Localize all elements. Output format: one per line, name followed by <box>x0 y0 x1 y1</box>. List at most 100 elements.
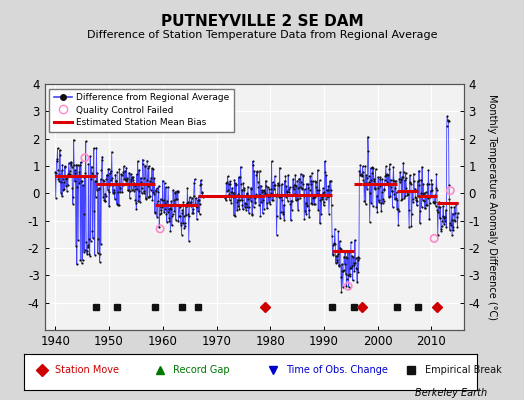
Point <box>185 194 194 200</box>
Point <box>433 187 441 194</box>
Point <box>288 206 296 213</box>
Point <box>156 226 165 232</box>
Point <box>265 186 274 192</box>
Point <box>282 188 291 194</box>
Point <box>111 172 119 178</box>
Point <box>381 177 389 183</box>
Point <box>280 178 289 184</box>
Point <box>78 260 86 266</box>
Point <box>342 282 351 289</box>
Point <box>134 158 142 164</box>
Point <box>104 166 113 172</box>
Point <box>420 198 429 204</box>
Point <box>304 185 312 191</box>
Point <box>150 191 158 197</box>
Point <box>265 198 273 205</box>
Point <box>54 167 62 173</box>
Point <box>345 249 353 255</box>
Point <box>70 136 78 143</box>
Point <box>110 187 118 193</box>
Point <box>172 196 180 202</box>
Point <box>107 149 116 155</box>
Legend: Difference from Regional Average, Quality Control Failed, Estimated Station Mean: Difference from Regional Average, Qualit… <box>49 88 234 132</box>
Point <box>311 194 319 200</box>
Point <box>369 176 378 182</box>
Point <box>96 250 104 257</box>
Point <box>116 180 125 187</box>
Point <box>242 206 250 213</box>
Point <box>325 193 334 199</box>
Point <box>166 228 174 234</box>
Point <box>301 200 310 206</box>
Point <box>115 166 124 172</box>
Point <box>92 178 100 184</box>
Point <box>334 251 342 257</box>
Point <box>450 216 458 223</box>
Point <box>169 187 177 193</box>
Point <box>398 196 407 202</box>
Point <box>344 271 352 278</box>
Point <box>162 210 170 217</box>
Point <box>452 200 461 206</box>
Point <box>60 186 69 192</box>
Point <box>310 194 319 200</box>
Point <box>441 213 449 220</box>
Point <box>328 233 336 239</box>
Point <box>198 189 206 195</box>
Point <box>114 182 123 188</box>
Point <box>222 180 231 186</box>
Point <box>188 210 196 217</box>
Point <box>122 164 130 171</box>
Point <box>270 182 278 188</box>
Point <box>276 194 285 200</box>
Point <box>51 194 60 201</box>
Point <box>281 191 289 198</box>
Point <box>436 214 444 221</box>
Point <box>175 202 183 208</box>
Point <box>390 196 399 203</box>
Point <box>450 204 458 210</box>
Point <box>59 186 68 193</box>
Point <box>410 178 418 184</box>
Point <box>421 204 429 211</box>
Point <box>61 176 70 182</box>
Point <box>366 190 374 196</box>
Point <box>90 145 98 152</box>
Point <box>446 227 454 233</box>
Point <box>448 232 456 238</box>
Point <box>276 214 285 221</box>
Point <box>319 185 328 191</box>
Point <box>415 168 423 174</box>
Point <box>248 212 257 218</box>
Point <box>447 216 456 223</box>
Point <box>429 198 438 205</box>
Point <box>426 193 434 200</box>
Point <box>227 189 236 196</box>
Point <box>271 182 279 188</box>
Point <box>308 170 316 176</box>
Point <box>162 219 171 225</box>
Point <box>61 164 69 170</box>
Point <box>101 198 109 204</box>
Point <box>230 212 238 218</box>
Text: Record Gap: Record Gap <box>173 365 230 375</box>
Point <box>412 196 420 203</box>
Point <box>111 196 119 202</box>
Point <box>326 192 334 198</box>
Point <box>268 197 276 204</box>
Point <box>57 190 65 196</box>
Point <box>399 174 407 180</box>
Point <box>125 195 134 201</box>
Point <box>402 185 411 192</box>
Point <box>137 178 146 185</box>
Point <box>352 264 361 271</box>
Point <box>347 265 355 271</box>
Point <box>96 176 105 182</box>
Point <box>266 200 275 207</box>
Point <box>187 202 195 209</box>
Point <box>106 170 114 176</box>
Point <box>135 166 143 173</box>
Point <box>435 215 444 221</box>
Point <box>356 171 365 178</box>
Point <box>258 210 267 216</box>
